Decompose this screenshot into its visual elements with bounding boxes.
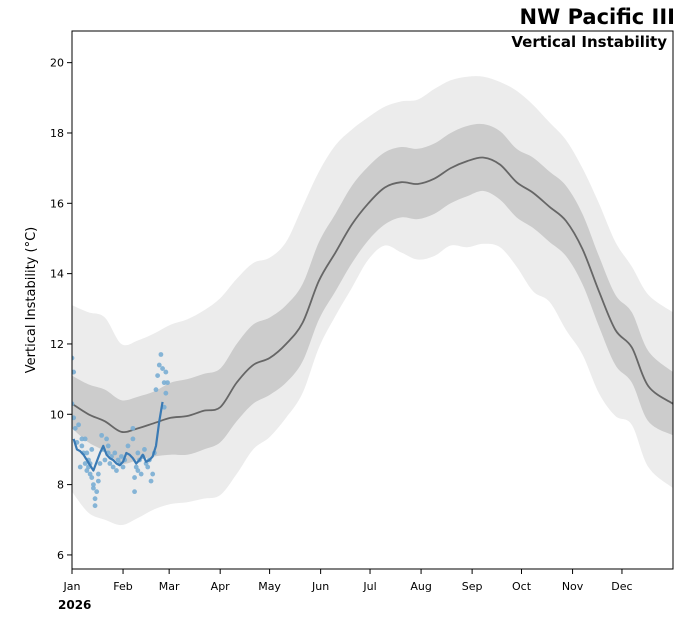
- ensemble-point: [160, 366, 165, 371]
- ensemble-point: [95, 471, 101, 477]
- x-tick-label: Sep: [462, 580, 483, 593]
- ensemble-point: [94, 489, 100, 495]
- inner-percentile-band: [72, 123, 673, 464]
- ensemble-point: [79, 443, 85, 449]
- ensemble-point: [91, 482, 96, 488]
- ensemble-point: [158, 352, 164, 357]
- ensemble-point: [76, 422, 81, 428]
- y-axis-label: Vertical Instability (°C): [24, 227, 39, 373]
- ensemble-point: [89, 475, 95, 480]
- x-tick-label: Oct: [512, 580, 532, 593]
- ensemble-point: [97, 461, 103, 466]
- ensemble-point: [102, 457, 108, 463]
- y-axis: 6 8 10 12 14 16 18 20: [50, 57, 72, 562]
- ensemble-point: [165, 380, 170, 386]
- x-tick-label: Jan: [63, 580, 81, 593]
- ensemble-point: [114, 468, 119, 473]
- ensemble-point: [112, 450, 118, 456]
- ensemble-point: [161, 404, 167, 410]
- x-tick-label: Nov: [562, 580, 584, 593]
- climatology-mean-line: [72, 156, 673, 434]
- ensemble-point: [119, 454, 124, 459]
- y-tick-label: 12: [50, 338, 64, 351]
- ensemble-point: [92, 503, 98, 509]
- ensemble-point: [89, 447, 95, 452]
- ensemble-point: [135, 450, 141, 456]
- x-tick-label: May: [258, 580, 281, 593]
- y-tick-label: 16: [50, 197, 64, 210]
- x-tick-label: Dec: [611, 580, 632, 593]
- ensemble-point: [72, 369, 77, 375]
- ensemble-point: [155, 373, 161, 378]
- ensemble-point: [84, 450, 90, 456]
- y-tick-label: 20: [50, 57, 64, 70]
- x-axis: Jan Feb Mar Apr May Jun Jul Aug Sep Oct Nov Dec: [63, 569, 633, 593]
- ensemble-point: [95, 478, 101, 484]
- y-tick-label: 8: [57, 479, 64, 492]
- ensemble-point: [148, 478, 154, 484]
- ensemble-point: [92, 496, 98, 502]
- ensemble-point: [72, 401, 75, 407]
- chart-subtitle: Vertical Instability: [511, 33, 667, 51]
- ensemble-point: [125, 443, 131, 449]
- ensemble-point: [145, 464, 151, 470]
- observed-2026-line: [72, 401, 164, 472]
- ensemble-point: [99, 432, 105, 438]
- ensemble-point: [72, 415, 77, 421]
- y-tick-label: 10: [50, 408, 64, 421]
- ensemble-point: [82, 461, 88, 466]
- ensemble-point: [163, 390, 169, 396]
- ensemble-point: [82, 436, 88, 442]
- ensemble-point: [130, 425, 136, 431]
- chart-title: NW Pacific III: [520, 5, 675, 29]
- y-tick-label: 6: [57, 549, 64, 562]
- ensemble-point: [72, 355, 75, 361]
- ensemble-point: [105, 443, 111, 449]
- year-label: 2026: [58, 598, 91, 612]
- ensemble-point: [153, 387, 159, 393]
- ensemble-point: [107, 461, 113, 466]
- ensemble-point: [79, 436, 85, 442]
- ensemble-point: [91, 485, 96, 491]
- ensemble-point: [138, 471, 144, 477]
- x-tick-label: Mar: [159, 580, 180, 593]
- plot-area: [72, 76, 673, 526]
- y-tick-label: 18: [50, 127, 64, 140]
- ensemble-point: [156, 362, 162, 368]
- ensemble-point: [142, 447, 147, 452]
- y-tick-label: 14: [50, 268, 64, 281]
- ensemble-point: [110, 464, 116, 470]
- x-tick-label: Feb: [113, 580, 132, 593]
- ensemble-point: [161, 380, 167, 386]
- x-tick-label: Aug: [410, 580, 431, 593]
- x-tick-label: Apr: [211, 580, 231, 593]
- ensemble-point: [130, 436, 136, 442]
- x-tick-label: Jun: [311, 580, 329, 593]
- x-tick-label: Jul: [362, 580, 376, 593]
- ensemble-point: [132, 489, 137, 495]
- ensemble-point: [132, 475, 137, 480]
- ensemble-point: [163, 369, 169, 375]
- ensemble-point: [150, 471, 156, 477]
- plot-frame: [71, 30, 674, 570]
- ensemble-point: [77, 464, 83, 470]
- ensemble-point: [135, 468, 141, 473]
- ensemble-point: [72, 425, 78, 431]
- ensemble-point: [120, 464, 126, 470]
- ensemble-point: [104, 436, 109, 442]
